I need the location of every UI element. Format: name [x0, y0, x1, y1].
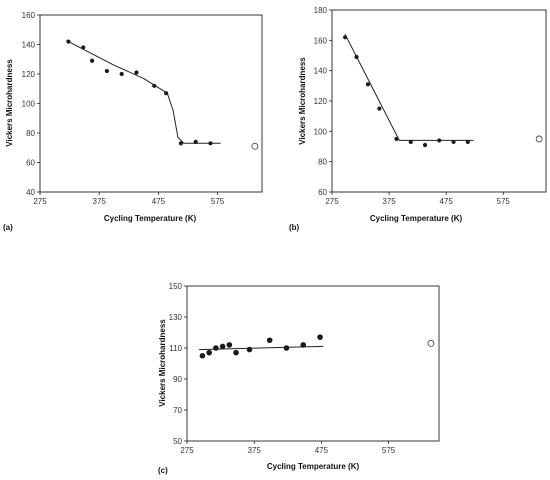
data-point: [163, 91, 169, 96]
data-point: [134, 70, 139, 75]
data-point: [437, 138, 442, 143]
y-tick-label: 60: [318, 188, 327, 197]
data-point: [233, 349, 239, 356]
data-point: [283, 345, 290, 351]
y-tick-label: 80: [26, 129, 35, 138]
y-tick-label: 150: [169, 282, 183, 291]
chart-panel-c: 50 70 90 110 130 150 275 375 475 575 Cycling Tempe…: [158, 282, 440, 475]
y-tick-label: 140: [22, 41, 36, 50]
panel-label: (c): [158, 466, 168, 475]
data-point: [152, 83, 157, 88]
data-point: [246, 346, 253, 353]
x-tick-label: 275: [180, 446, 194, 455]
y-tick-label: 140: [314, 67, 328, 76]
y-axis-title: Vickers Microhardness: [158, 319, 167, 407]
x-tick-label: 475: [439, 197, 453, 206]
y-tick-label: 70: [173, 406, 182, 415]
x-tick-label: 575: [211, 197, 225, 206]
data-point: [89, 58, 95, 63]
data-point: [408, 139, 413, 145]
data-point: [193, 139, 198, 144]
y-tick-label: 40: [26, 188, 35, 197]
data-point: [119, 71, 124, 77]
y-tick-label: 80: [318, 158, 327, 167]
plot-frame: [186, 285, 440, 442]
y-tick-label: 90: [173, 375, 182, 384]
y-tick-label: 120: [22, 70, 36, 79]
y-axis-title: Vickers Microhardness: [5, 59, 14, 147]
data-point: [213, 345, 219, 351]
x-axis-title: Cycling Temperature (K): [104, 214, 197, 223]
y-tick-label: 100: [22, 100, 36, 109]
y-tick-label: 60: [26, 159, 35, 168]
data-point: [199, 352, 206, 359]
y-axis-title: Vickers Microhardness: [298, 57, 307, 145]
y-tick-label: 180: [314, 6, 328, 15]
panel-label: (b): [289, 223, 300, 232]
data-point: [365, 82, 371, 87]
x-tick-label: 275: [33, 197, 47, 206]
y-tick-label: 120: [314, 97, 328, 106]
open-circle-marker: [427, 339, 435, 347]
data-point: [422, 142, 428, 148]
chart-panel-b: 60 80 100 120 140 160 180 275 375 475 575 Cycling T…: [289, 6, 547, 232]
data-point: [317, 334, 323, 340]
x-tick-label: 475: [315, 446, 329, 455]
x-tick-label: 375: [382, 197, 396, 206]
chart-panel-a: 40 60 80 100 120 140 160 275 375 475 575 Cycling Te…: [3, 11, 263, 232]
open-circle-marker: [535, 135, 543, 143]
y-tick-label: 110: [169, 344, 182, 353]
x-tick-label: 475: [152, 197, 166, 206]
data-point: [451, 139, 456, 145]
data-point: [81, 45, 86, 50]
x-axis-title: Cycling Temperature (K): [370, 214, 463, 223]
y-tick-label: 160: [314, 36, 328, 45]
open-circle-marker: [251, 142, 259, 150]
x-tick-label: 375: [93, 197, 107, 206]
x-tick-label: 375: [248, 446, 262, 455]
x-tick-label: 575: [382, 446, 396, 455]
data-point: [377, 106, 382, 111]
data-point: [465, 139, 470, 145]
data-point: [354, 54, 359, 60]
data-point: [206, 349, 212, 356]
x-axis-title: Cycling Temperature (K): [267, 462, 360, 471]
data-point: [66, 39, 71, 44]
data-point: [104, 68, 109, 74]
data-point: [300, 342, 307, 348]
y-tick-label: 50: [173, 437, 182, 446]
plot-frame: [331, 9, 547, 193]
y-tick-label: 160: [22, 11, 36, 20]
data-point: [226, 342, 233, 348]
y-tick-label: 130: [169, 313, 183, 322]
panel-label: (a): [3, 223, 13, 232]
data-point: [343, 35, 348, 40]
x-tick-label: 275: [325, 197, 339, 206]
trend-line: [68, 41, 221, 144]
trend-line: [344, 34, 474, 141]
plot-frame: [39, 14, 263, 193]
data-point: [266, 337, 273, 344]
data-point: [178, 141, 183, 146]
data-point: [208, 141, 213, 146]
data-point: [219, 343, 226, 350]
y-tick-label: 100: [314, 127, 328, 136]
x-tick-label: 575: [497, 197, 511, 206]
data-point: [394, 136, 399, 142]
